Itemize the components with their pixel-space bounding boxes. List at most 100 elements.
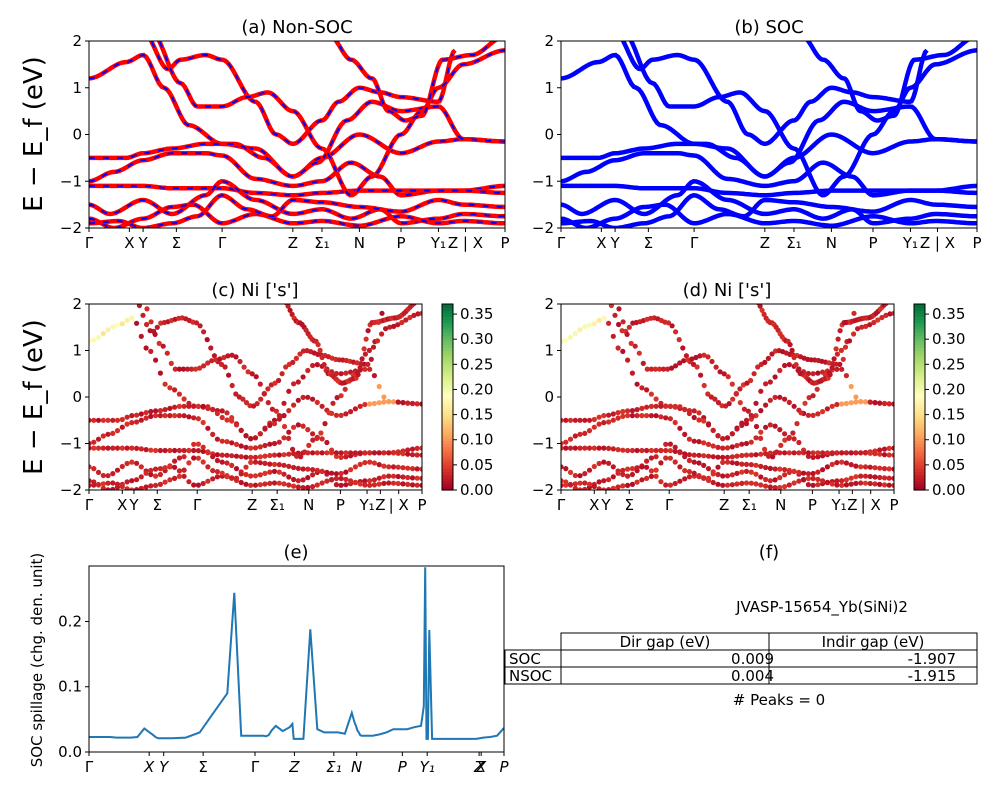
band-point (89, 445, 92, 451)
band-point (858, 450, 864, 456)
band-point (743, 440, 750, 447)
band-point (715, 400, 722, 406)
x-tick-label: P (499, 758, 509, 776)
colorbar-segment (914, 356, 925, 361)
band-point (157, 471, 163, 478)
band-point (181, 447, 187, 454)
band-point (395, 464, 401, 470)
band-point (739, 480, 745, 486)
band-point (629, 481, 636, 487)
band-point (181, 396, 187, 402)
band-point (281, 452, 287, 458)
band-point (321, 362, 327, 368)
band-point (610, 474, 616, 480)
band-point (191, 403, 197, 409)
colorbar-segment (914, 462, 925, 466)
band-point (409, 452, 416, 458)
band-point (238, 479, 244, 486)
band-point (359, 356, 365, 362)
band-point (582, 324, 588, 330)
band-point (739, 441, 745, 447)
band-point (720, 473, 726, 479)
band-point (782, 396, 788, 402)
band-point (371, 373, 377, 379)
band-point (867, 322, 873, 328)
band-point (561, 464, 564, 470)
band-point (209, 358, 215, 364)
band-point (620, 319, 626, 325)
band-point (395, 450, 401, 456)
band-point (563, 466, 569, 472)
band-point (318, 430, 324, 436)
band-point (157, 481, 163, 487)
band-point (219, 408, 225, 414)
band-point (782, 467, 788, 473)
band-point (629, 413, 636, 419)
band-point (214, 436, 220, 442)
x-tick-label: Z | X (448, 234, 483, 252)
band-point (241, 364, 247, 370)
band-point (673, 363, 679, 369)
band-point (224, 473, 230, 479)
band-point (839, 478, 845, 484)
x-tick-label: Σ₁ (786, 234, 802, 252)
band-point (886, 475, 892, 481)
band-point (606, 460, 612, 466)
colorbar-tick-label: 0.20 (932, 380, 965, 398)
band-point (824, 406, 831, 412)
band-point (620, 348, 626, 354)
band-point (310, 472, 316, 478)
colorbar-segment (442, 446, 453, 451)
x-tick-label: Z | X (920, 234, 955, 252)
band-point (629, 408, 636, 414)
band-point (324, 450, 330, 456)
band-point (561, 440, 564, 447)
band-point (563, 417, 569, 423)
band-point (181, 467, 187, 473)
band-line-soc (805, 41, 971, 123)
band-point (762, 359, 768, 365)
band-point (858, 480, 864, 486)
band-point (667, 441, 674, 447)
band-point (208, 345, 214, 351)
band-point (114, 445, 121, 451)
band-point (629, 370, 636, 376)
colorbar-segment (442, 412, 453, 417)
band-point (143, 470, 149, 476)
band-point (748, 469, 754, 475)
band-point (286, 435, 292, 441)
band-point (729, 454, 735, 460)
band-point (660, 366, 667, 372)
x-tick-label: Γ (557, 234, 566, 252)
colorbar-segment (442, 421, 453, 426)
band-point (343, 411, 349, 417)
y-tick-label: 0 (544, 126, 554, 144)
band-point (639, 405, 645, 411)
band-point (794, 421, 800, 427)
panel-f-info: JVASP-15654_Yb(SiNi)2 Dir gap (eV) Indir… (504, 598, 978, 709)
band-point (319, 354, 325, 361)
band-point (211, 353, 217, 359)
band-point (219, 459, 225, 465)
colorbar-tick-label: 0.30 (932, 330, 965, 348)
band-point (616, 306, 622, 312)
band-point (229, 418, 235, 424)
x-tick-label: Σ (625, 496, 634, 514)
x-tick-label: P (336, 496, 345, 514)
band-point (721, 371, 727, 377)
band-point (162, 465, 168, 471)
band-point (181, 473, 187, 479)
band-point (843, 460, 850, 466)
band-point (271, 480, 278, 486)
x-tick-label: Σ (153, 496, 162, 514)
band-point (262, 442, 268, 449)
colorbar-segment (442, 443, 453, 448)
band-point (333, 450, 339, 456)
band-point (176, 366, 182, 372)
band-point (407, 314, 413, 321)
band-point (815, 450, 821, 456)
band-point (767, 422, 773, 428)
band-point (652, 366, 659, 372)
band-point (191, 441, 197, 447)
band-point (348, 467, 354, 473)
